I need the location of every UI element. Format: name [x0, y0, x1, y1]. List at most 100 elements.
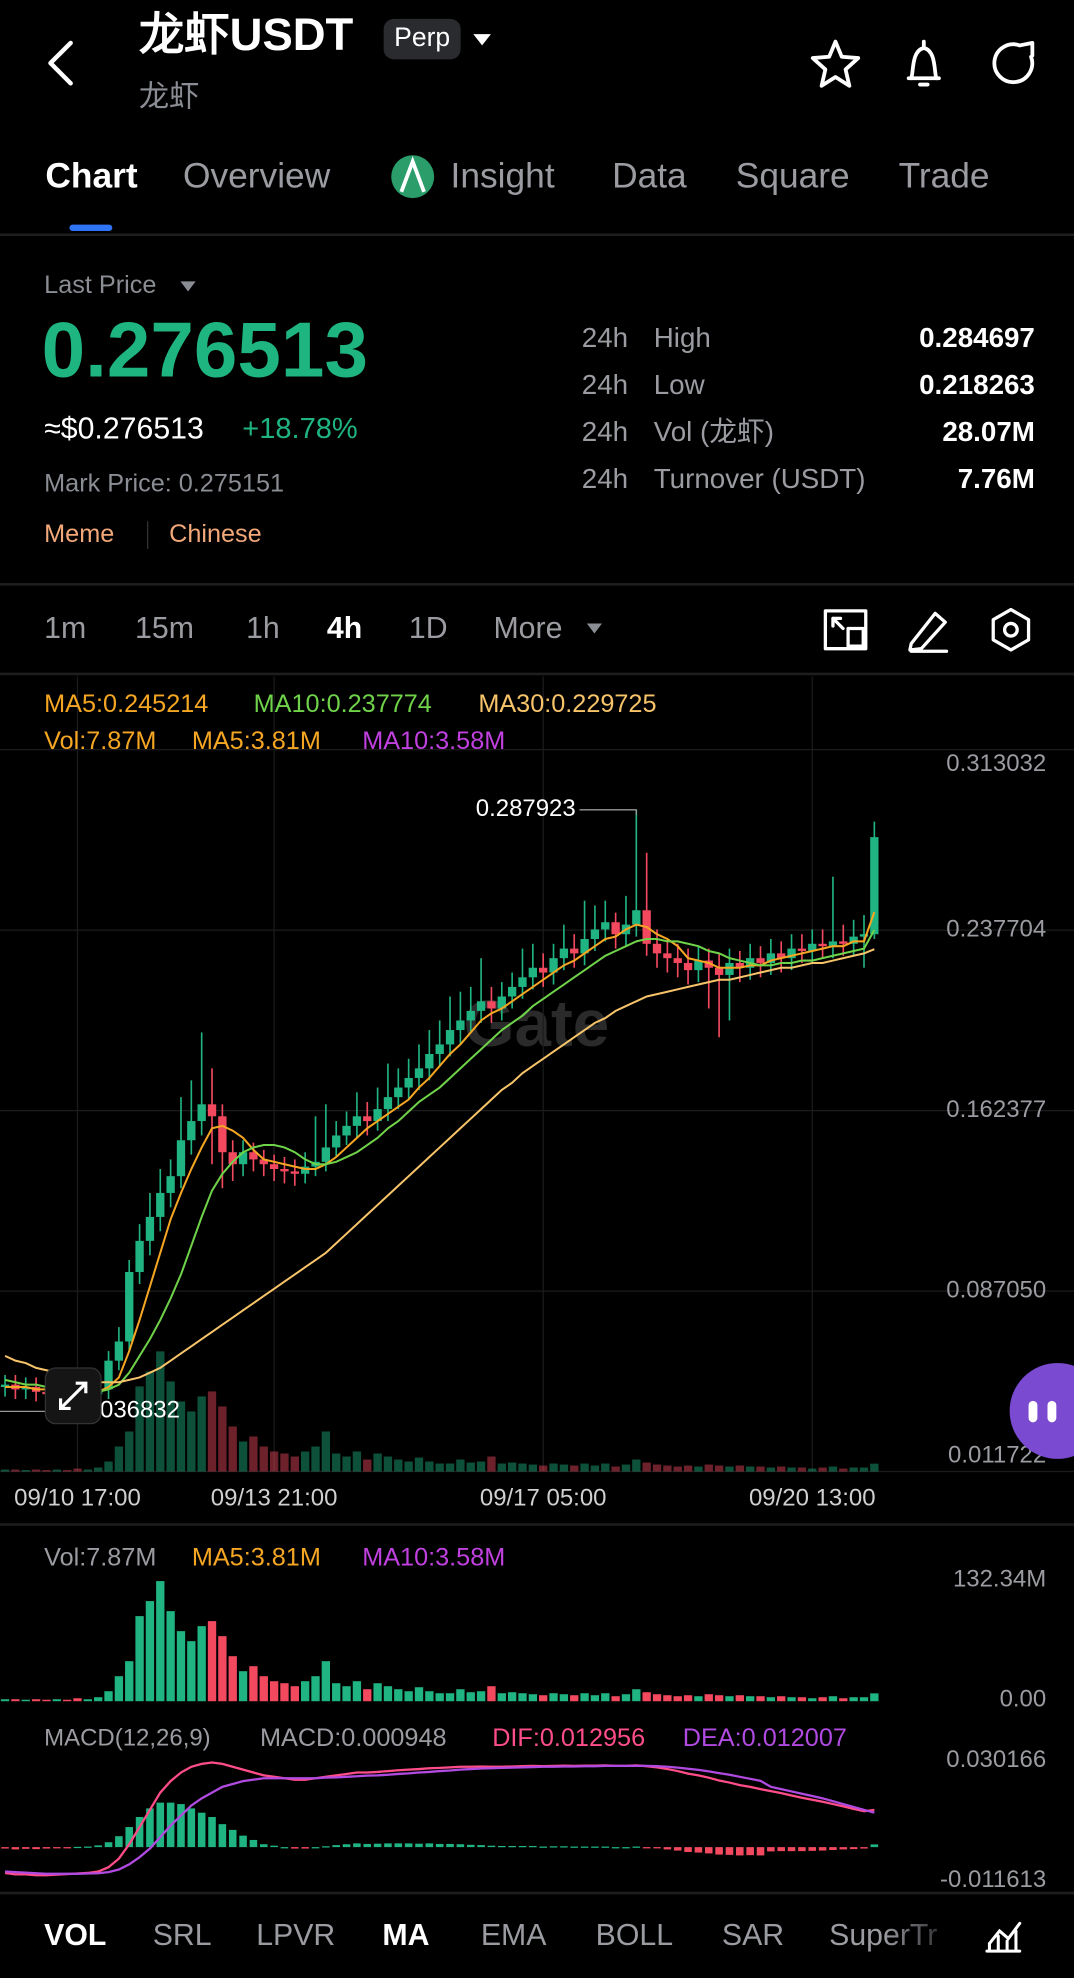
back-button[interactable]	[48, 40, 73, 86]
perp-badge: Perp	[394, 22, 450, 52]
indicator-tab[interactable]: SRL	[153, 1919, 212, 1952]
stat-value: 0.284697	[919, 322, 1035, 353]
timeframe[interactable]: 1m	[44, 612, 86, 645]
macd-bar	[839, 1847, 848, 1850]
macd-bar	[228, 1829, 237, 1848]
indicator-tab[interactable]: BOLL	[596, 1919, 673, 1952]
volume-bar	[601, 1693, 610, 1702]
volume-bar	[321, 1661, 331, 1702]
volume-bar	[31, 1699, 41, 1702]
macd-bar	[591, 1846, 599, 1848]
volume-overlay-bar	[611, 1466, 620, 1472]
tag[interactable]: Chinese	[169, 520, 262, 548]
indicator-tab[interactable]: LPVR	[256, 1919, 335, 1952]
volume-overlay-bar	[859, 1467, 869, 1472]
alert-icon[interactable]	[906, 39, 941, 87]
volume-bar	[42, 1699, 51, 1702]
macd-bar	[32, 1847, 40, 1850]
volume-bar	[694, 1696, 703, 1702]
candle-body	[570, 948, 579, 954]
macd-bar	[291, 1847, 299, 1849]
timeframe[interactable]: 1h	[246, 612, 280, 645]
candle-body	[539, 967, 548, 973]
volume-overlay-bar	[828, 1466, 838, 1472]
macd-bar	[518, 1845, 527, 1848]
macd-bar	[42, 1847, 51, 1849]
volume-bar	[849, 1697, 858, 1702]
fullscreen-icon[interactable]	[823, 609, 868, 651]
volume-bar	[187, 1641, 196, 1702]
volume-bar	[808, 1698, 817, 1702]
volume-overlay-bar	[683, 1465, 693, 1472]
draw-icon[interactable]	[908, 611, 949, 653]
volume-bar	[300, 1681, 310, 1702]
volume-overlay-bar	[342, 1456, 351, 1472]
timeframe[interactable]: More	[493, 612, 562, 645]
volume-overlay-bar	[849, 1467, 858, 1472]
pair-dropdown[interactable]	[473, 34, 491, 46]
price-type[interactable]: Last Price	[44, 271, 156, 299]
macd-bar	[611, 1847, 620, 1849]
candle-body	[704, 960, 713, 968]
volume-bar	[290, 1686, 299, 1702]
volume-overlay-bar	[145, 1371, 155, 1472]
legend-entry: MA30:0.229725	[478, 690, 656, 718]
macd-bar	[694, 1847, 703, 1853]
volume-overlay-bar	[280, 1453, 289, 1472]
macd-bar	[135, 1816, 144, 1848]
volume-overlay-bar	[363, 1459, 372, 1472]
macd-bar	[373, 1843, 382, 1848]
price-type-dropdown[interactable]	[180, 281, 196, 292]
tab[interactable]: Insight	[451, 156, 555, 195]
volume-overlay-bar	[259, 1446, 268, 1472]
candle-body	[435, 1044, 444, 1055]
favorite-icon[interactable]	[810, 39, 861, 88]
indicator-tab[interactable]: EMA	[481, 1919, 547, 1952]
timeframe[interactable]: 15m	[135, 612, 194, 645]
macd-bar	[736, 1847, 744, 1856]
volume-bar	[373, 1683, 382, 1702]
indicator-tab[interactable]: VOL	[44, 1919, 106, 1952]
macd-bar	[73, 1846, 82, 1849]
tab[interactable]: Overview	[183, 156, 331, 195]
more-dropdown[interactable]	[586, 623, 602, 634]
tag[interactable]: Meme	[44, 520, 114, 548]
tab[interactable]: Data	[612, 156, 687, 195]
timeframe[interactable]: 1D	[409, 612, 448, 645]
volume-overlay-bar	[404, 1461, 413, 1472]
settings-icon[interactable]	[991, 607, 1031, 652]
volume-overlay-bar	[394, 1459, 403, 1472]
volume-bar	[745, 1696, 755, 1702]
indicator-tab[interactable]: SAR	[722, 1919, 784, 1952]
stat-period: 24h	[582, 416, 628, 447]
candle-body	[104, 1360, 113, 1390]
volume-overlay-bar	[321, 1431, 331, 1472]
stats: 24h High 0.284697 24h Low 0.218263 24h Vol (龙虾)…	[582, 322, 1035, 494]
candle-body	[187, 1121, 196, 1141]
refresh-icon[interactable]	[992, 41, 1035, 85]
volume-bar	[683, 1695, 693, 1702]
volume-bar	[280, 1683, 289, 1702]
indicator-menu-icon[interactable]	[985, 1921, 1022, 1953]
volume-overlay-bar	[290, 1456, 299, 1472]
volume-bar	[383, 1686, 393, 1702]
tab[interactable]: Chart	[45, 156, 137, 195]
indicator-tab[interactable]: MA	[382, 1919, 429, 1952]
candle-body	[145, 1216, 155, 1241]
volume-bar	[249, 1666, 258, 1702]
legend-entry: DEA:0.012007	[683, 1724, 847, 1752]
candle-body	[476, 1001, 486, 1011]
macd-bar	[663, 1847, 672, 1850]
volume-overlay-bar	[549, 1463, 558, 1472]
assistant-bubble[interactable]	[1009, 1363, 1074, 1459]
stat-label: Turnover (USDT)	[654, 463, 866, 494]
volume-bar	[435, 1693, 444, 1702]
tab[interactable]: Trade	[899, 156, 990, 195]
candle-body	[280, 1169, 289, 1172]
volume-overlay-bar	[476, 1461, 486, 1472]
timeframe[interactable]: 4h	[327, 612, 362, 645]
candle-body	[870, 837, 879, 935]
tab[interactable]: Square	[736, 156, 850, 195]
volume-bar	[839, 1698, 848, 1702]
volume-overlay-bar	[507, 1462, 517, 1472]
